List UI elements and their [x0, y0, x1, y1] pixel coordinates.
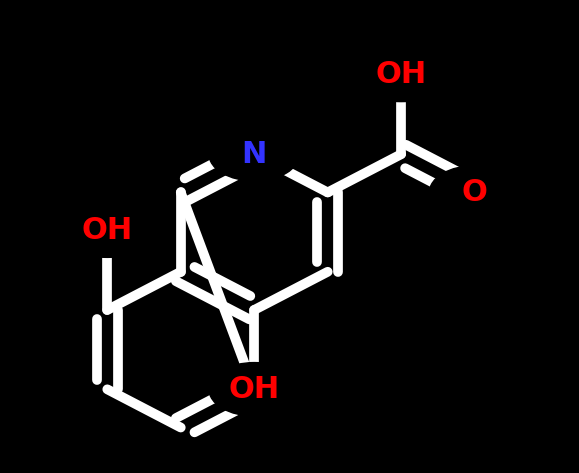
Ellipse shape	[62, 204, 152, 257]
Ellipse shape	[356, 48, 446, 102]
Ellipse shape	[209, 127, 299, 181]
Ellipse shape	[209, 363, 299, 416]
Text: OH: OH	[229, 375, 280, 404]
Text: O: O	[461, 178, 488, 207]
Text: N: N	[241, 140, 267, 169]
Text: OH: OH	[376, 61, 427, 89]
Text: OH: OH	[82, 216, 133, 245]
Ellipse shape	[430, 166, 520, 219]
